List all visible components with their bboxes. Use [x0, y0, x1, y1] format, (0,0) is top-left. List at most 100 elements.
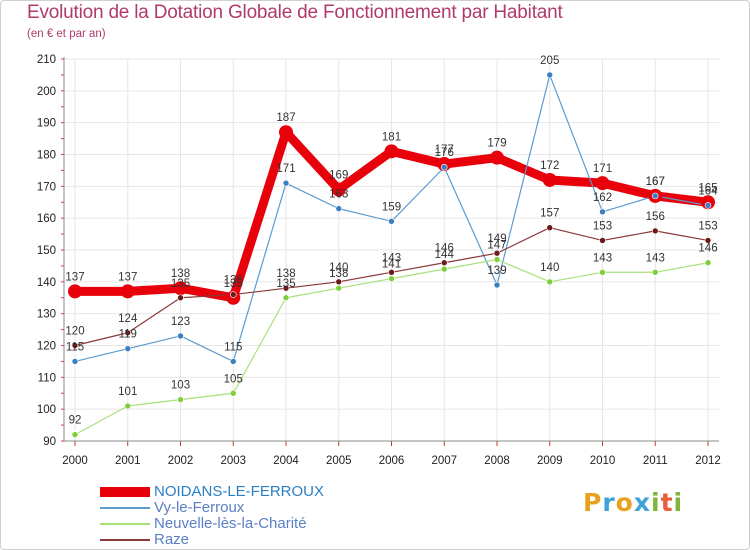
data-point — [651, 192, 659, 200]
data-label: 141 — [382, 259, 401, 271]
chart-title: Evolution de la Dotation Globale de Fonc… — [27, 2, 563, 23]
data-point — [546, 224, 554, 232]
data-point — [124, 402, 132, 410]
data-label: 135 — [224, 278, 243, 290]
legend-swatch — [100, 507, 150, 509]
data-point — [651, 227, 659, 235]
data-label: 138 — [329, 268, 348, 280]
y-tick-label: 140 — [37, 277, 56, 289]
data-point — [493, 256, 501, 263]
line-chart: 90 100 110 120 130 140 150 160 170 180 190 200 210 20… — [37, 54, 721, 467]
legend-item: Vy-le-Ferroux — [100, 500, 324, 516]
brand-letter: t — [660, 488, 674, 517]
legend-item: Raze — [100, 532, 324, 548]
legend-swatch — [100, 487, 150, 497]
data-point — [440, 163, 448, 171]
data-label: 115 — [224, 341, 242, 353]
x-tick-label: 2005 — [326, 455, 352, 467]
data-point — [599, 268, 606, 276]
data-point — [388, 275, 395, 282]
data-point — [177, 294, 184, 302]
data-point — [493, 249, 501, 257]
data-point — [493, 281, 501, 289]
chart-subtitle: (en € et par an) — [27, 28, 106, 40]
data-label: 171 — [593, 163, 612, 175]
data-label: 119 — [119, 329, 137, 341]
data-point — [282, 179, 290, 187]
data-label: 163 — [329, 189, 348, 201]
data-label: 135 — [171, 278, 190, 290]
y-tick-label: 130 — [37, 309, 56, 321]
data-point — [282, 284, 290, 292]
data-point — [595, 176, 610, 191]
data-point — [704, 202, 712, 209]
data-point — [279, 125, 293, 140]
data-point — [177, 332, 184, 340]
data-label: 124 — [118, 313, 138, 325]
data-label: 153 — [698, 220, 717, 232]
brand-letter: r — [602, 488, 616, 517]
data-label: 140 — [540, 262, 559, 274]
data-point — [542, 172, 557, 187]
y-tick-label: 180 — [37, 150, 56, 162]
x-tick-label: 2008 — [484, 455, 510, 467]
data-label: 123 — [171, 316, 190, 328]
data-label: 162 — [593, 192, 612, 204]
data-label: 176 — [435, 147, 454, 159]
x-tick-label: 2004 — [273, 455, 299, 467]
data-label: 135 — [276, 278, 295, 290]
x-tick-label: 2000 — [62, 455, 88, 467]
data-label: 156 — [646, 211, 665, 223]
data-point — [120, 284, 135, 299]
legend-label: Neuvelle-lès-la-Charité — [154, 515, 307, 532]
data-point — [388, 218, 395, 225]
legend-swatch — [100, 523, 150, 525]
data-label: 103 — [171, 380, 190, 392]
y-tick-label: 170 — [37, 181, 56, 193]
data-label: 177 — [435, 144, 454, 156]
data-point — [229, 291, 237, 298]
data-label: 205 — [540, 55, 559, 67]
data-point — [335, 284, 343, 292]
x-tick-label: 2012 — [695, 455, 721, 467]
data-point — [546, 71, 554, 79]
data-point — [335, 205, 343, 212]
data-label: 92 — [69, 415, 82, 427]
y-tick-label: 150 — [37, 245, 56, 257]
y-tick-label: 100 — [37, 404, 56, 416]
data-label: 137 — [65, 271, 84, 283]
data-label: 143 — [646, 252, 665, 264]
data-point — [599, 208, 606, 216]
brand-letter: i — [651, 488, 661, 517]
x-tick-label: 2003 — [220, 455, 246, 467]
data-point — [124, 329, 132, 337]
chart-legend: NOIDANS-LE-FERROUX Vy-le-Ferroux Neuvelle-… — [100, 484, 324, 548]
y-tick-label: 160 — [37, 213, 56, 225]
data-label: 179 — [487, 138, 506, 150]
y-tick-label: 190 — [37, 118, 56, 130]
data-label: 164 — [698, 185, 718, 197]
data-point — [335, 278, 343, 286]
x-tick-label: 2009 — [537, 455, 563, 467]
data-point — [704, 259, 712, 267]
y-tick-label: 120 — [37, 341, 56, 353]
data-point — [71, 342, 79, 349]
brand-logo: Proxiti — [583, 488, 683, 517]
data-point — [546, 278, 554, 286]
data-point — [229, 358, 237, 365]
y-tick-label: 110 — [38, 372, 56, 384]
data-label: 139 — [487, 265, 506, 277]
legend-label: Raze — [154, 531, 190, 548]
data-label: 138 — [276, 268, 295, 280]
data-point — [229, 389, 237, 397]
data-label: 137 — [118, 271, 137, 283]
data-label: 165 — [698, 182, 717, 194]
data-label: 181 — [382, 131, 401, 143]
brand-letter: o — [615, 488, 634, 517]
legend-label: NOIDANS-LE-FERROUX — [154, 483, 325, 500]
data-label: 143 — [593, 252, 612, 264]
data-point — [68, 284, 82, 299]
data-label: 101 — [118, 386, 137, 398]
data-label: 146 — [435, 243, 454, 255]
data-label: 167 — [646, 176, 665, 188]
